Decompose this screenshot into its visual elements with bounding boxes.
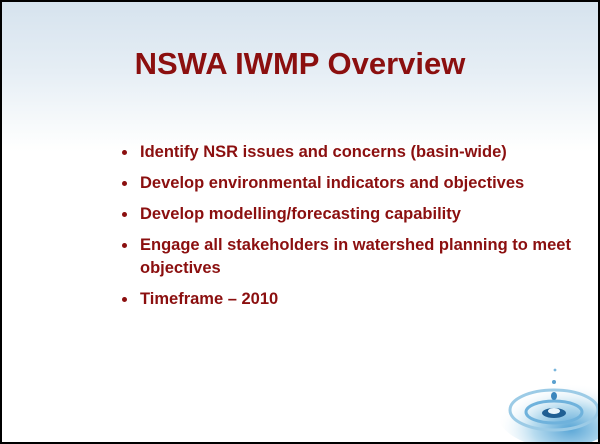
water-drop-image (488, 312, 598, 442)
bullet: Develop modelling/forecasting capability (138, 203, 578, 226)
slide-title: NSWA IWMP Overview (2, 46, 598, 82)
bullet: Engage all stakeholders in watershed pla… (138, 234, 578, 280)
bullet: Timeframe – 2010 (138, 288, 578, 311)
bullet: Identify NSR issues and concerns (basin-… (138, 141, 578, 164)
slide: NSWA IWMP Overview Identify NSR issues a… (0, 0, 600, 444)
bullet: Develop environmental indicators and obj… (138, 172, 578, 195)
bullet-list: Identify NSR issues and concerns (basin-… (120, 141, 578, 319)
